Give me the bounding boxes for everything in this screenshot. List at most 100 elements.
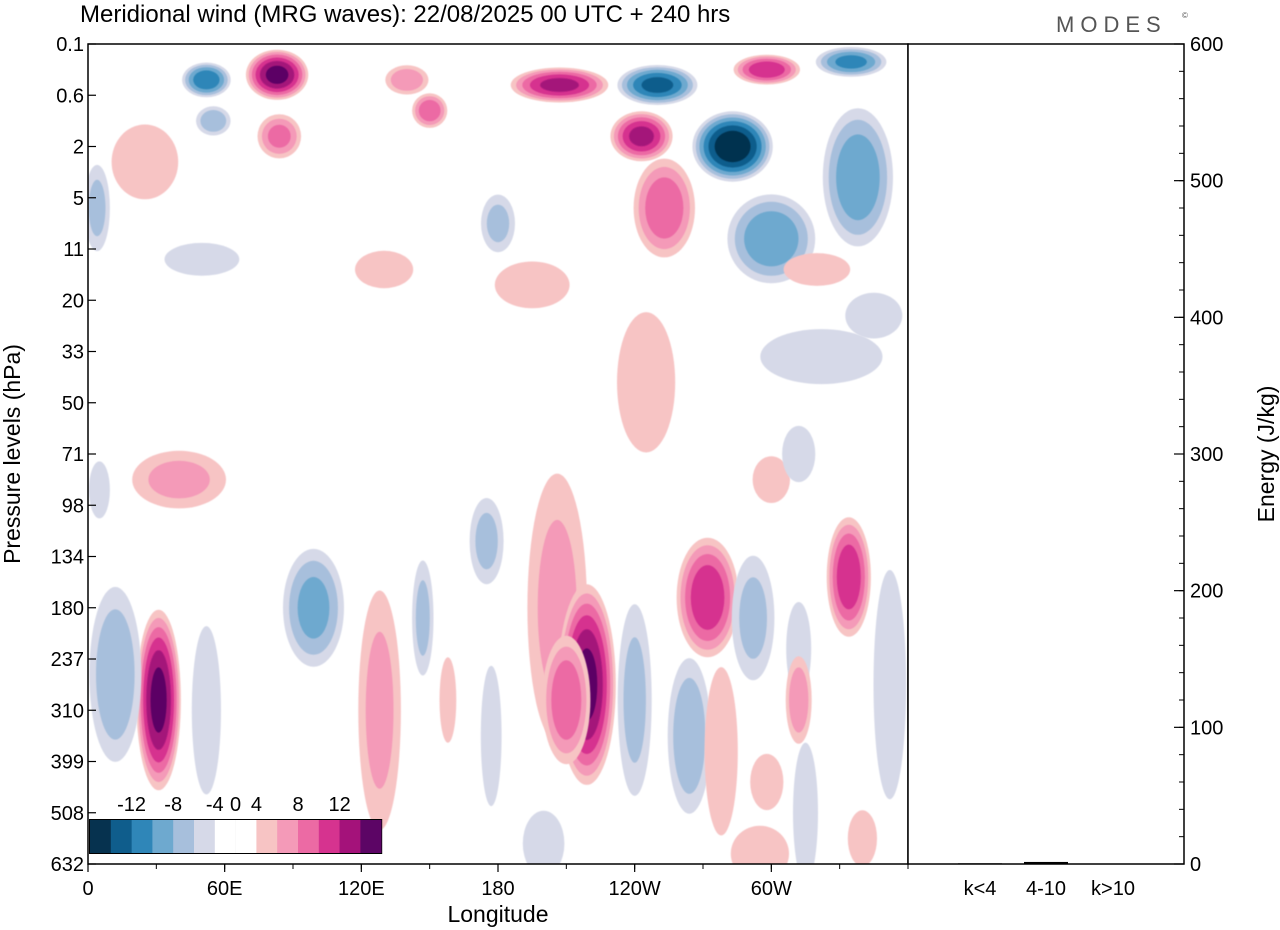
energy-tick-label: 300 — [1190, 444, 1223, 466]
wind-anomaly-negative — [793, 742, 818, 864]
colorbar: -12 -8 -4 0 4 8 12 — [89, 794, 383, 854]
wind-anomaly-positive — [257, 114, 302, 159]
wind-anomaly-positive — [542, 635, 591, 765]
colorbar-swatch — [318, 820, 340, 853]
x-tick-label: 60W — [751, 878, 792, 900]
wind-anomaly-positive — [704, 667, 738, 836]
wind-anomaly-negative — [412, 560, 434, 676]
wind-anomaly-negative — [283, 548, 344, 667]
contour-level-2 — [845, 292, 903, 339]
energy-tick-label: 500 — [1190, 171, 1223, 193]
contour-level-6 — [744, 211, 799, 267]
wind-anomaly-positive — [439, 657, 457, 743]
colorbar-swatch — [194, 820, 216, 853]
y-axis-label: Pressure levels (hPa) — [0, 344, 25, 564]
wind-anomaly-positive — [785, 656, 812, 744]
contour-level-2 — [88, 461, 110, 519]
wind-anomaly-positive — [412, 93, 448, 128]
wind-anomaly-positive — [494, 261, 570, 309]
colorbar-swatch — [277, 820, 299, 853]
contour-level-2 — [494, 261, 570, 309]
wind-anomaly-negative — [88, 461, 110, 519]
energy-axis-label: Energy (J/kg) — [1253, 386, 1279, 523]
contour-level-2 — [873, 570, 907, 800]
colorbar-label: -8 — [164, 794, 182, 816]
colorbar-swatch — [173, 820, 195, 853]
energy-axis: 0 100 200 300 400 500 600 — [1174, 34, 1223, 876]
wind-anomaly-positive — [633, 158, 695, 258]
wind-anomaly-positive — [358, 590, 401, 831]
contour-level-4 — [200, 110, 227, 132]
contour-level-2 — [752, 456, 790, 503]
contour-level-4 — [789, 667, 809, 733]
y-tick-label: 11 — [63, 239, 84, 261]
contour-level-6 — [418, 99, 441, 122]
wind-anomaly-positive — [610, 111, 673, 162]
contour-level-2 — [617, 312, 676, 453]
energy-bar — [1024, 861, 1068, 864]
y-tick-label: 508 — [51, 803, 84, 825]
wind-anomaly-negative — [469, 497, 504, 585]
wind-anomaly-positive — [752, 456, 790, 503]
wind-anomaly-positive — [245, 49, 309, 100]
wind-anomaly-negative — [196, 106, 231, 136]
energy-bar — [1091, 863, 1135, 865]
colorbar-swatch — [235, 820, 257, 853]
energy-categories: k<4 4-10 k>10 — [964, 878, 1135, 900]
contour-level-10 — [540, 78, 579, 92]
energy-bars — [958, 861, 1135, 865]
energy-panel — [907, 43, 1185, 865]
y-tick-label: 632 — [51, 854, 84, 876]
y-tick-label: 310 — [51, 700, 84, 722]
y-tick-label: 237 — [51, 649, 84, 671]
contour-level-8 — [836, 544, 861, 610]
chart-title: Meridional wind (MRG waves): 22/08/2025 … — [80, 1, 730, 28]
contour-level-4 — [148, 460, 210, 499]
y-tick-label: 0.6 — [56, 85, 84, 107]
contour-level-10 — [629, 126, 654, 147]
energy-tick-label: 100 — [1190, 717, 1223, 739]
x-tick-label: 120W — [609, 878, 661, 900]
contour-level-6 — [836, 134, 880, 221]
wind-anomaly-positive — [111, 124, 179, 200]
contour-level-6 — [267, 124, 291, 148]
contour-level-8 — [748, 61, 785, 78]
y-tick-label: 180 — [51, 598, 84, 620]
brand-mark: © — [1182, 11, 1188, 20]
wind-field — [88, 47, 907, 864]
contour-level-8 — [835, 55, 867, 69]
colorbar-swatch — [152, 820, 174, 853]
contour-level-12 — [265, 65, 289, 84]
wind-anomaly-positive — [617, 312, 676, 453]
colorbar-swatch — [298, 820, 320, 853]
wind-anomaly-negative — [731, 555, 775, 681]
contour-level-4 — [486, 204, 510, 243]
contour-level-2 — [164, 242, 240, 276]
wind-anomaly-positive — [783, 253, 851, 286]
energy-bar — [958, 863, 1002, 865]
colorbar-label: 12 — [328, 794, 350, 816]
y-tick-label: 134 — [51, 547, 84, 569]
x-axis: 0 60E 120E 180 120W 60W — [82, 864, 909, 900]
contour-level-2 — [439, 657, 457, 743]
y-axis: 0.1 0.6 2 5 11 20 33 50 71 98 134 180 237 310 399 508 63… — [51, 34, 96, 876]
wind-anomaly-negative — [873, 570, 907, 800]
x-tick-label: 180 — [481, 878, 514, 900]
wind-anomaly-positive — [826, 517, 871, 637]
y-tick-label: 0.1 — [56, 34, 84, 56]
colorbar-label: -4 — [206, 794, 224, 816]
wind-anomaly-negative — [88, 164, 110, 252]
energy-tick-label: 400 — [1190, 307, 1223, 329]
contour-level-12 — [150, 667, 167, 733]
wind-anomaly-negative — [845, 292, 903, 339]
wind-anomaly-negative — [522, 810, 565, 864]
colorbar-label: 8 — [292, 794, 303, 816]
colorbar-label: -12 — [117, 794, 146, 816]
wind-anomaly-negative — [617, 65, 698, 105]
contour-level-4 — [365, 631, 394, 789]
colorbar-label: 0 — [230, 794, 241, 816]
colorbar-label: 4 — [251, 794, 262, 816]
y-tick-label: 399 — [51, 752, 84, 774]
contour-level-4 — [475, 512, 498, 570]
